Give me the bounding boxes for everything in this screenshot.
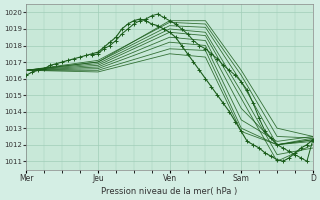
X-axis label: Pression niveau de la mer( hPa ): Pression niveau de la mer( hPa )	[101, 187, 238, 196]
